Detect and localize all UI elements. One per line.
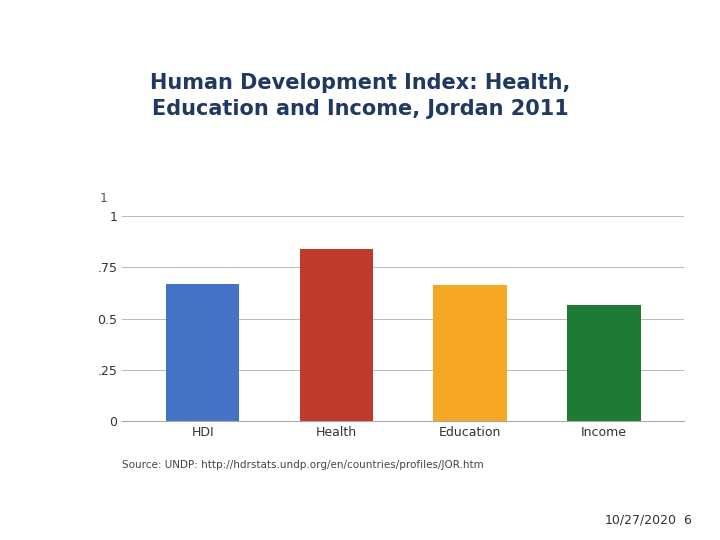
Bar [166, 284, 240, 421]
Text: 6: 6 [683, 514, 691, 526]
Text: 10/27/2020: 10/27/2020 [605, 514, 677, 526]
Bar [433, 285, 507, 421]
Bar [567, 305, 641, 421]
Text: Human Development Index: Health,
Education and Income, Jordan 2011: Human Development Index: Health, Educati… [150, 73, 570, 119]
Text: 1: 1 [100, 192, 108, 205]
Text: Health Development Index scored the highest (0.841): Health Development Index scored the high… [172, 191, 634, 206]
Bar [300, 248, 373, 421]
Text: Source: UNDP: http://hdrstats.undp.org/en/countries/profiles/JOR.htm: Source: UNDP: http://hdrstats.undp.org/e… [122, 460, 484, 470]
